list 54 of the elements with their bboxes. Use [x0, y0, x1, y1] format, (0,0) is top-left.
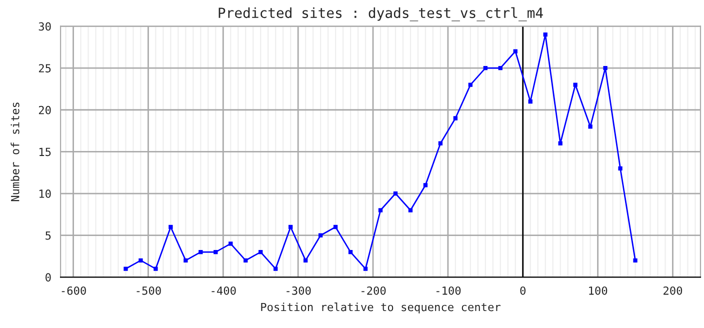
point: [124, 266, 128, 271]
y-tick-label: 25: [38, 64, 51, 72]
point: [558, 141, 562, 146]
point: [228, 242, 233, 246]
point: [348, 250, 353, 254]
point: [633, 258, 638, 263]
point: [303, 258, 308, 263]
point: [423, 183, 428, 188]
point: [288, 224, 293, 230]
x-axis-title: Position relative to sequence center: [261, 302, 500, 314]
point: [528, 99, 532, 104]
point: [618, 166, 622, 171]
point: [244, 258, 248, 263]
y-tick-label: 10: [39, 190, 51, 198]
point: [363, 266, 368, 271]
x-tick-label: -300: [286, 286, 311, 295]
y-tick-label: 5: [46, 231, 51, 240]
x-tick-label: -600: [62, 286, 86, 295]
y-tick-label: 20: [38, 106, 51, 114]
point: [438, 141, 443, 146]
x-tick-label: -200: [362, 286, 386, 295]
x-tick-label: -100: [436, 286, 461, 295]
point: [543, 32, 548, 37]
y-tick-label: 15: [39, 148, 51, 156]
point: [378, 208, 383, 212]
point: [198, 250, 203, 254]
point: [573, 82, 578, 87]
point: [498, 66, 502, 70]
point: [154, 266, 158, 271]
point: [138, 258, 143, 263]
point: [274, 266, 278, 271]
point: [214, 250, 218, 254]
x-tick-label: 100: [589, 286, 608, 295]
point: [168, 224, 173, 230]
point: [588, 124, 592, 129]
point: [483, 66, 488, 70]
point: [318, 233, 323, 238]
x-tick-label: -500: [136, 286, 161, 295]
x-tick-label: -400: [212, 286, 236, 295]
point: [513, 49, 518, 54]
point: [184, 258, 188, 263]
y-tick-label: 0: [46, 273, 51, 282]
chart-title: Predicted sites : dyads_test_vs_ctrl_m4: [218, 7, 543, 22]
point: [333, 224, 338, 230]
point: [408, 208, 413, 212]
point: [603, 66, 608, 70]
point: [468, 82, 473, 87]
x-tick-label: 0: [520, 286, 526, 295]
x-tick-label: 200: [664, 286, 682, 295]
y-tick-label: 30: [38, 22, 51, 31]
y-axis-title: Number of sites: [10, 102, 20, 202]
point: [393, 191, 398, 196]
point: [258, 250, 263, 254]
point: [453, 116, 458, 120]
